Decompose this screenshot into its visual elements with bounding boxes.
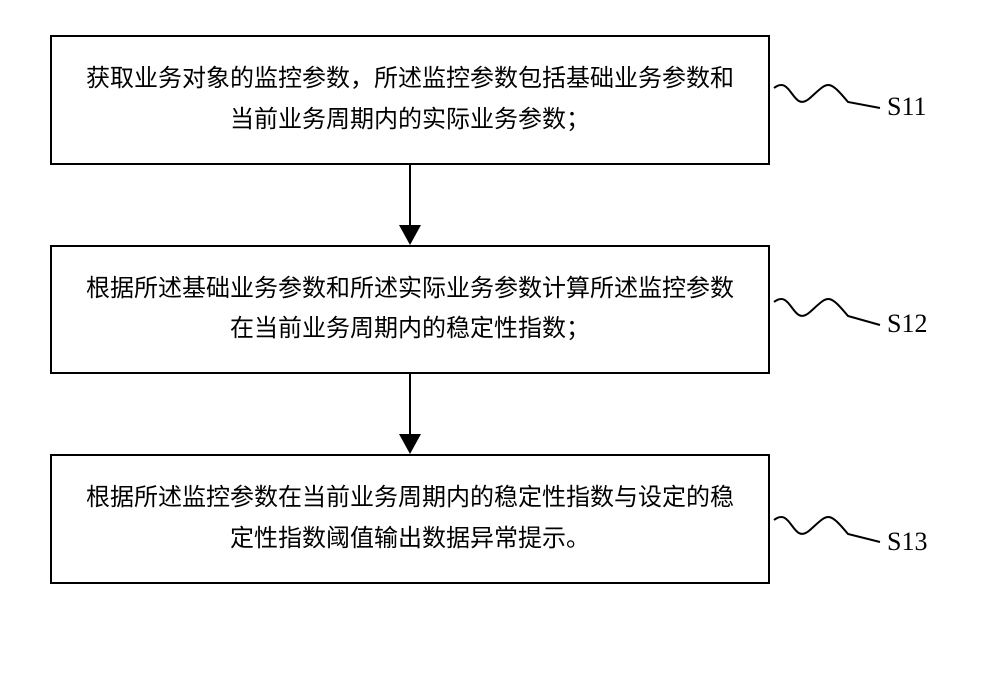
arrow-s12-s13 [50,374,770,454]
flowchart-container: 获取业务对象的监控参数，所述监控参数包括基础业务参数和当前业务周期内的实际业务参… [50,35,950,584]
step-text: 根据所述基础业务参数和所述实际业务参数计算所述监控参数在当前业务周期内的稳定性指… [86,276,734,343]
arrow-s11-s12 [50,165,770,245]
step-label-s11: S11 [887,92,927,122]
step-label-s13: S13 [887,527,927,557]
step-box-s12: 根据所述基础业务参数和所述实际业务参数计算所述监控参数在当前业务周期内的稳定性指… [50,245,770,375]
step-text: 根据所述监控参数在当前业务周期内的稳定性指数与设定的稳定性指数阈值输出数据异常提… [86,485,734,552]
step-label-s12: S12 [887,309,927,339]
step-text: 获取业务对象的监控参数，所述监控参数包括基础业务参数和当前业务周期内的实际业务参… [86,66,734,133]
step-box-s11: 获取业务对象的监控参数，所述监控参数包括基础业务参数和当前业务周期内的实际业务参… [50,35,770,165]
step-box-s13: 根据所述监控参数在当前业务周期内的稳定性指数与设定的稳定性指数阈值输出数据异常提… [50,454,770,584]
